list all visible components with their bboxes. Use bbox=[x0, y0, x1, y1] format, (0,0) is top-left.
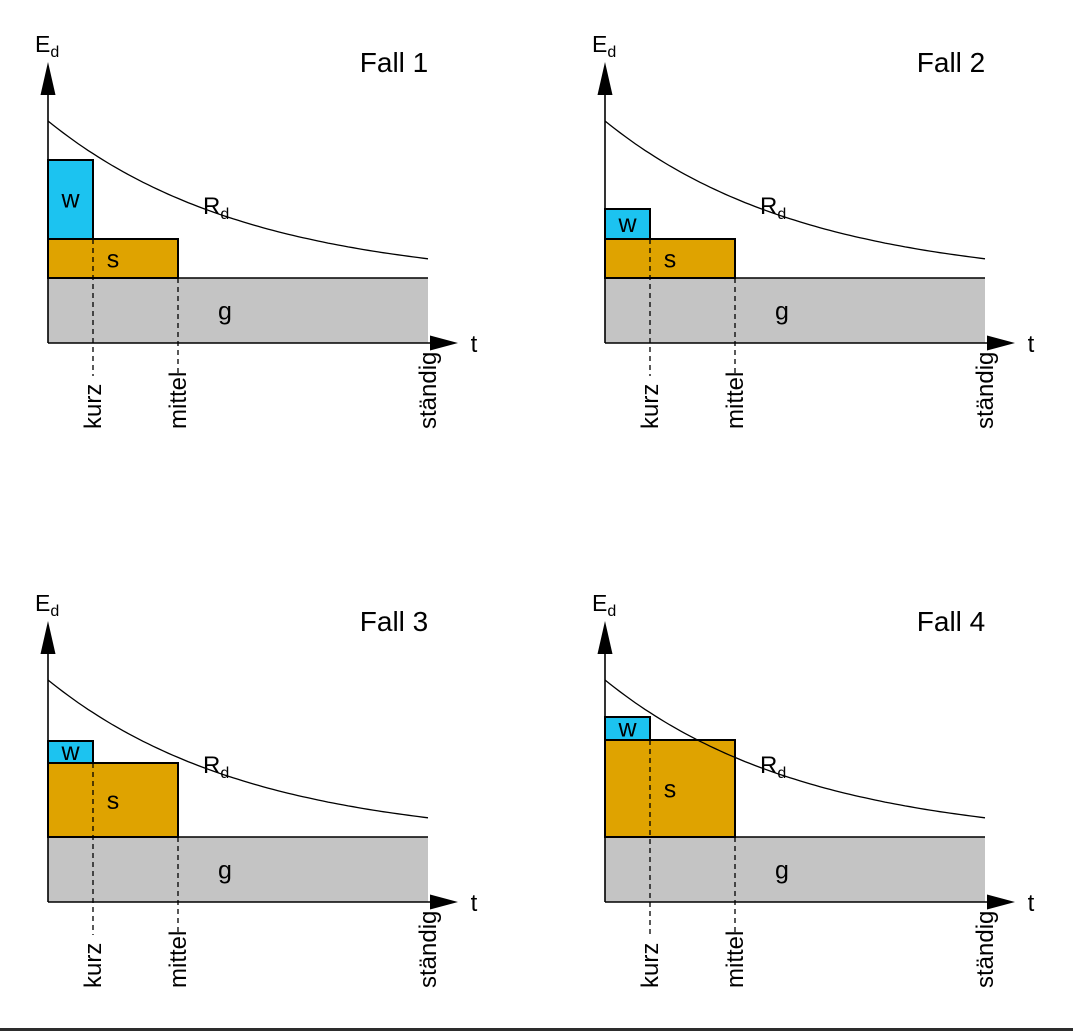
bar-s bbox=[604, 238, 736, 279]
y-axis-arrow-icon bbox=[40, 62, 56, 95]
bar-s-label: s bbox=[107, 246, 120, 274]
y-axis-label: Ed bbox=[592, 590, 616, 620]
y-axis-arrow-icon bbox=[597, 62, 613, 95]
tick-label-1: mittel bbox=[165, 372, 192, 429]
panel-title: Fall 4 bbox=[917, 606, 985, 637]
curve-label-main: R bbox=[760, 193, 777, 220]
y-axis-label: Ed bbox=[35, 31, 59, 61]
y-axis-arrow-icon bbox=[597, 621, 613, 654]
curve-label: Rd bbox=[203, 752, 229, 782]
bar-s bbox=[604, 739, 736, 838]
tick-label-1: mittel bbox=[722, 931, 749, 988]
y-axis-label-main: E bbox=[592, 590, 607, 616]
resistance-curve bbox=[47, 120, 429, 260]
resistance-curve bbox=[604, 679, 986, 819]
y-axis-label-sub: d bbox=[607, 44, 616, 61]
curve-label-sub: d bbox=[777, 206, 786, 223]
y-axis-label-main: E bbox=[35, 31, 50, 57]
bar-w-label: w bbox=[60, 186, 80, 214]
panel-fall-2: Ed Fall 2 Rd t g sw kurz mittel ständig bbox=[592, 31, 1035, 429]
tick-label-2: ständig bbox=[415, 911, 442, 988]
x-axis-label: t bbox=[471, 890, 478, 917]
y-axis-arrow-icon bbox=[40, 621, 56, 654]
x-axis-arrow-icon bbox=[430, 335, 458, 351]
bar-s-label: s bbox=[107, 787, 120, 815]
bar-g-label: g bbox=[775, 857, 789, 885]
bar-g bbox=[605, 278, 985, 343]
panel-fall-4: Ed Fall 4 Rd t g s w kurz mittel ständig bbox=[592, 590, 1035, 988]
bar-g bbox=[48, 837, 428, 902]
curve-label: Rd bbox=[760, 752, 786, 782]
y-axis-label: Ed bbox=[592, 31, 616, 61]
bar-g-label: g bbox=[775, 298, 789, 326]
tick-label-0: kurz bbox=[80, 384, 107, 429]
tick-label-0: kurz bbox=[637, 943, 664, 988]
tick-label-0: kurz bbox=[637, 384, 664, 429]
curve-label: Rd bbox=[203, 193, 229, 223]
bar-g-label: g bbox=[218, 857, 232, 885]
bar-g bbox=[48, 278, 428, 343]
bar-s-label: s bbox=[664, 776, 677, 804]
bar-s bbox=[47, 762, 179, 838]
curve-label-main: R bbox=[760, 752, 777, 779]
x-axis-arrow-icon bbox=[987, 335, 1015, 351]
y-axis-label-sub: d bbox=[607, 603, 616, 620]
curve-label-sub: d bbox=[777, 765, 786, 782]
panel-fall-1: Ed Fall 1 Rd t g s w kurz mittel ständig bbox=[35, 31, 478, 429]
tick-label-0: kurz bbox=[80, 943, 107, 988]
curve-label-sub: d bbox=[220, 765, 229, 782]
y-axis-label-main: E bbox=[35, 590, 50, 616]
tick-label-1: mittel bbox=[165, 931, 192, 988]
tick-label-1: mittel bbox=[722, 372, 749, 429]
resistance-curve bbox=[604, 120, 986, 260]
bar-g-label: g bbox=[218, 298, 232, 326]
tick-label-2: ständig bbox=[972, 352, 999, 429]
resistance-curve bbox=[47, 679, 429, 819]
x-axis-arrow-icon bbox=[430, 894, 458, 910]
y-axis-label-main: E bbox=[592, 31, 607, 57]
panel-fall-3: Ed Fall 3 Rd t g sw kurz mittel ständig bbox=[35, 590, 478, 988]
panel-title: Fall 2 bbox=[917, 47, 985, 78]
bar-w bbox=[604, 208, 651, 240]
tick-label-2: ständig bbox=[415, 352, 442, 429]
curve-label-main: R bbox=[203, 752, 220, 779]
bar-g bbox=[605, 837, 985, 902]
x-axis-arrow-icon bbox=[987, 894, 1015, 910]
bar-w-label: w bbox=[617, 715, 637, 743]
bottom-rule bbox=[0, 1028, 1073, 1031]
bar-w-label: w bbox=[60, 738, 80, 766]
y-axis-label-sub: d bbox=[50, 603, 59, 620]
panel-title: Fall 1 bbox=[360, 47, 428, 78]
x-axis-label: t bbox=[1028, 890, 1035, 917]
x-axis-label: t bbox=[471, 331, 478, 358]
y-axis-label-sub: d bbox=[50, 44, 59, 61]
bar-w-label: w bbox=[617, 210, 637, 238]
tick-label-2: ständig bbox=[972, 911, 999, 988]
curve-label-sub: d bbox=[220, 206, 229, 223]
x-axis-label: t bbox=[1028, 331, 1035, 358]
curve-label-main: R bbox=[203, 193, 220, 220]
panel-title: Fall 3 bbox=[360, 606, 428, 637]
y-axis-label: Ed bbox=[35, 590, 59, 620]
bar-s-label: s bbox=[664, 246, 677, 274]
curve-label: Rd bbox=[760, 193, 786, 223]
bar-s bbox=[47, 238, 179, 279]
